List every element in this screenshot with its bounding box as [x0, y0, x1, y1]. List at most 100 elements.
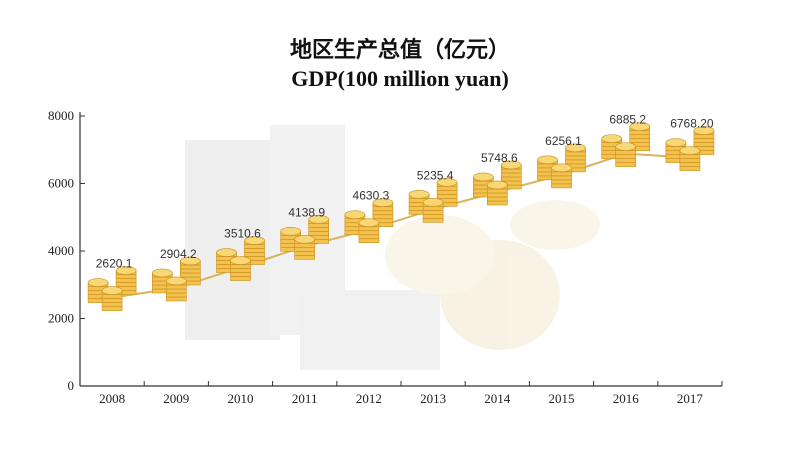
coin-top: [344, 210, 366, 220]
coin: [101, 306, 123, 311]
data-label: 4138.9: [288, 205, 325, 219]
coin: [693, 134, 715, 139]
coin: [422, 210, 444, 215]
x-tick-label: 2011: [292, 391, 318, 406]
x-tick-label: 2010: [228, 391, 254, 406]
coin: [244, 252, 265, 257]
coin-top: [294, 235, 316, 244]
coin: [372, 206, 394, 212]
coin: [436, 186, 458, 191]
coin-stacks: [87, 122, 715, 311]
coin-top: [152, 268, 173, 278]
coin-top: [216, 248, 237, 257]
coin: [180, 268, 201, 274]
coin-top: [422, 198, 444, 207]
coin: [180, 264, 201, 270]
coin: [372, 210, 394, 216]
coin: [436, 190, 458, 195]
coin-top: [308, 215, 330, 224]
coin: [358, 234, 380, 240]
coin: [422, 206, 444, 211]
coin: [486, 196, 508, 202]
data-label: 2904.2: [160, 247, 197, 261]
coin-top: [244, 236, 265, 245]
coin-top: [358, 218, 380, 228]
coin: [615, 154, 637, 159]
coin: [294, 255, 316, 260]
y-tick-label: 8000: [48, 108, 74, 123]
coin: [565, 151, 586, 157]
coin: [422, 214, 444, 219]
coin-top: [166, 276, 187, 286]
coin: [244, 248, 265, 253]
coin-top: [601, 134, 623, 143]
x-tick-label: 2014: [484, 391, 511, 406]
coin: [615, 150, 637, 155]
coin-pile-bg-2: [385, 215, 495, 295]
y-tick-label: 4000: [48, 243, 74, 258]
coin-top: [565, 143, 586, 153]
data-point-coins: [601, 122, 651, 167]
trend-line: [111, 152, 690, 299]
coin-top: [372, 198, 394, 208]
data-labels: 2620.1 2904.2 3510.6 4138.9 4630.3 5235.4 5748…: [96, 113, 714, 271]
coin: [693, 138, 715, 143]
data-label: 6768.20: [670, 117, 714, 131]
chart-subtitle: GDP(100 million yuan): [291, 66, 509, 91]
x-tick-label: 2012: [356, 391, 382, 406]
coin: [358, 238, 380, 244]
coin-top: [693, 126, 715, 135]
coin: [679, 158, 701, 163]
x-tick-label: 2016: [613, 391, 640, 406]
coin: [679, 154, 701, 159]
x-tick-label: 2009: [163, 391, 189, 406]
data-label: 4630.3: [353, 189, 390, 203]
coin-top: [500, 160, 522, 170]
data-point-coins: [408, 178, 458, 223]
coin-pile-bg-1: [440, 240, 560, 350]
data-point-coins: [216, 236, 265, 281]
coin-top: [230, 256, 251, 265]
coin: [615, 158, 637, 163]
coin-top: [472, 172, 494, 182]
coin: [115, 282, 137, 287]
coin: [500, 172, 522, 178]
coin: [615, 162, 637, 167]
banknote-stack-bottom: [300, 290, 440, 370]
series-line: [111, 152, 690, 299]
coin-top: [408, 190, 430, 199]
x-tick-label: 2015: [549, 391, 575, 406]
coin: [101, 294, 123, 299]
data-point-coins: [665, 126, 715, 171]
coin: [308, 231, 330, 236]
coin: [294, 251, 316, 256]
chart-title: 地区生产总值（亿元）: [289, 38, 510, 63]
coin: [101, 298, 123, 303]
data-label: 5748.6: [481, 151, 518, 165]
coin-top: [679, 146, 701, 155]
coin: [629, 138, 651, 143]
coin-top: [436, 178, 458, 187]
coin: [693, 142, 715, 147]
coin: [486, 188, 508, 194]
coin: [551, 175, 572, 181]
coin: [679, 162, 701, 167]
coin: [230, 264, 251, 269]
coin: [166, 288, 187, 294]
coin: [294, 243, 316, 248]
coin: [372, 214, 394, 220]
data-label: 2620.1: [96, 257, 133, 271]
coin: [358, 230, 380, 236]
coin: [486, 200, 508, 206]
coin-pile-bg-3: [510, 200, 600, 250]
axes: 0 2000 4000 6000 8000 2008 2009 2010 2011 2012 201…: [48, 108, 723, 406]
coin-top: [551, 163, 572, 173]
coin: [166, 292, 187, 298]
coin: [486, 192, 508, 198]
coin: [358, 226, 380, 232]
coin: [115, 278, 137, 283]
coin-top: [486, 180, 508, 190]
coin: [565, 159, 586, 165]
coin: [230, 268, 251, 273]
data-label: 6256.1: [545, 134, 582, 148]
